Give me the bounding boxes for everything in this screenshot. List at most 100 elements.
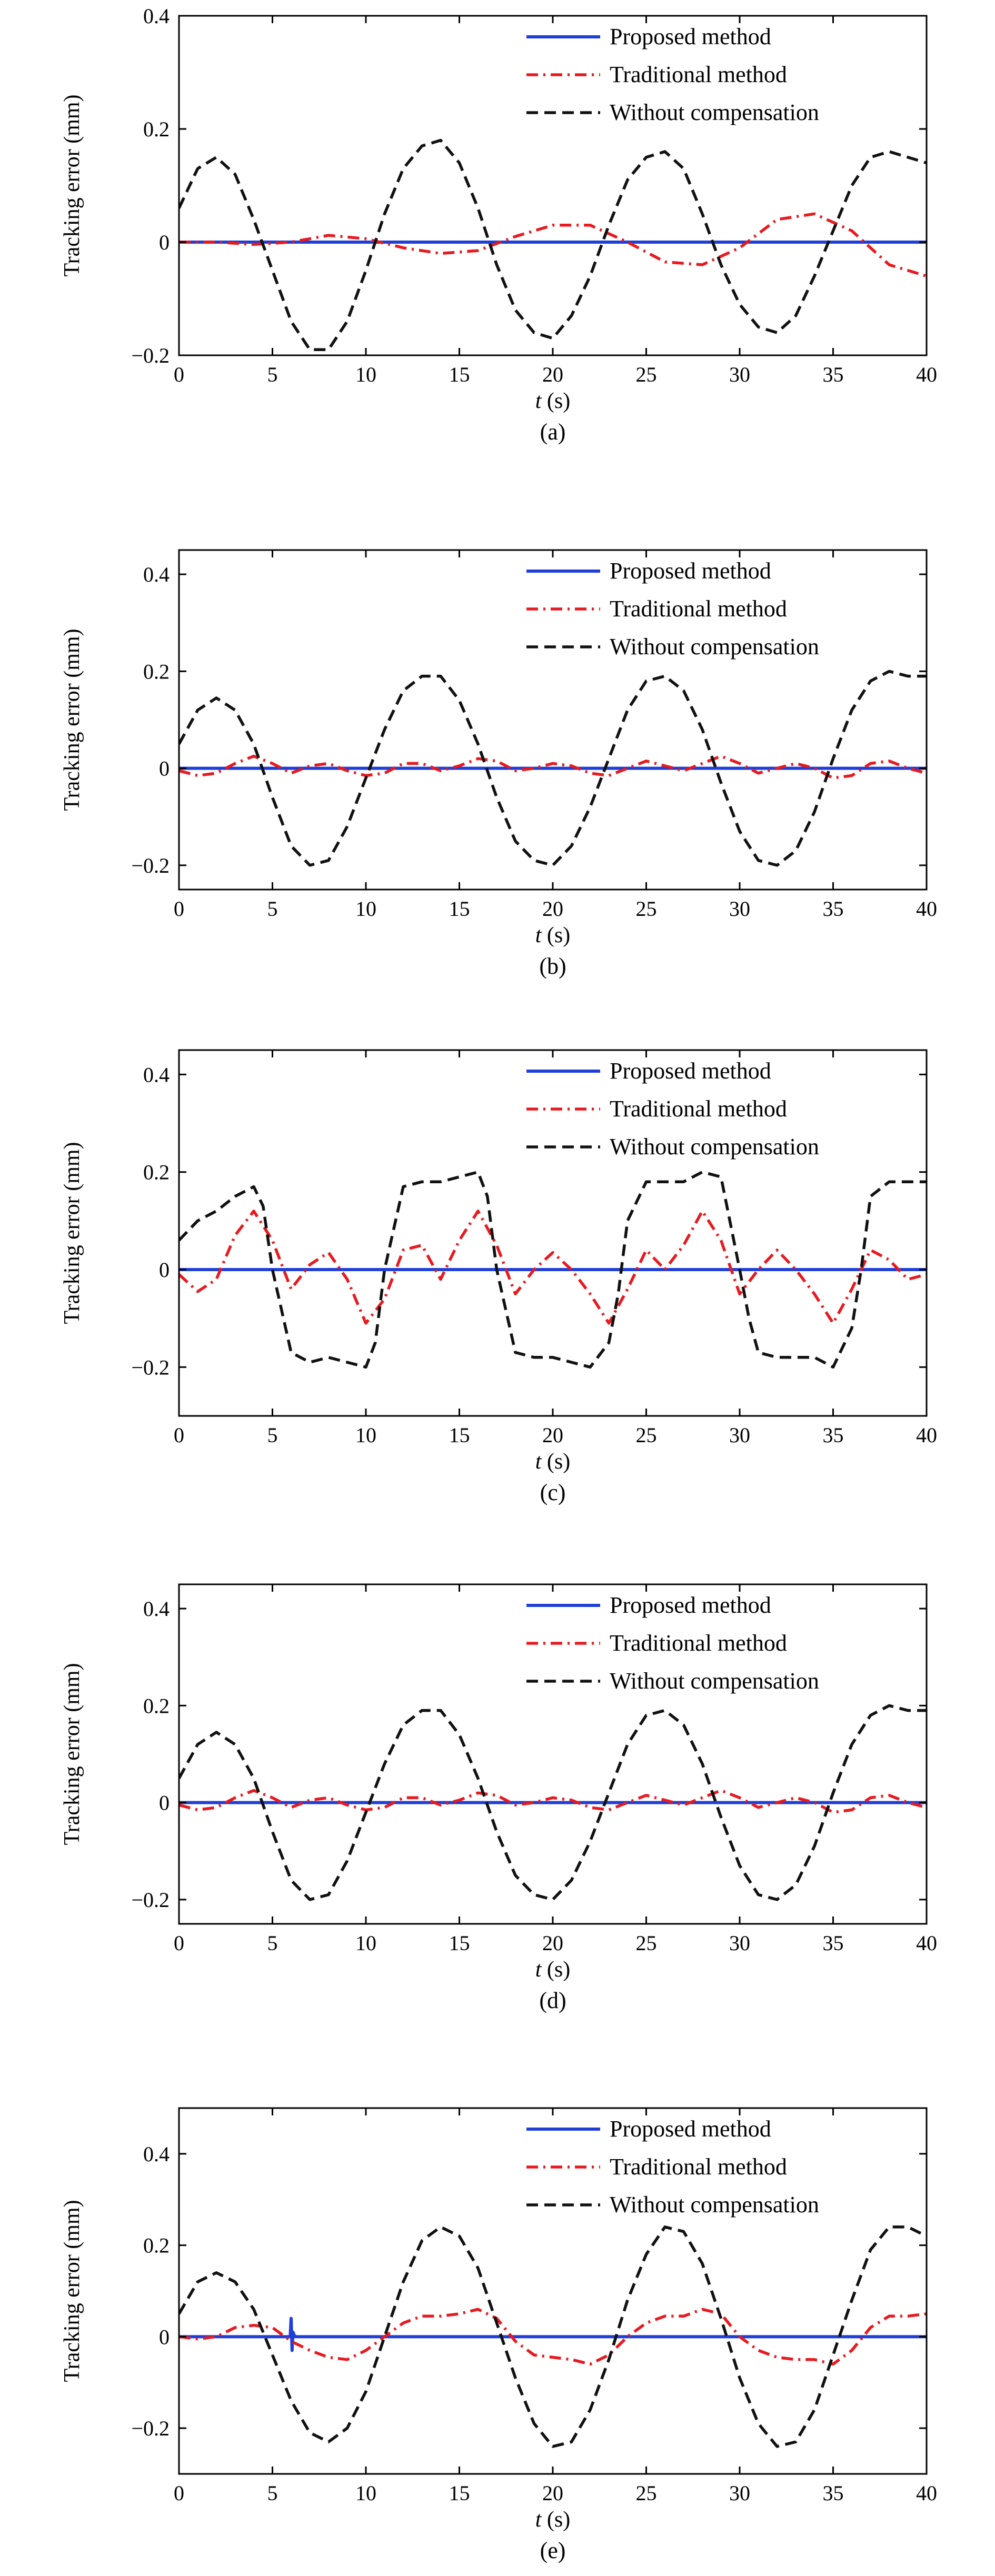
panel-caption: (b) (539, 953, 566, 979)
chart-panel-2: 0 5 10 15 20 25 30 35 40−0.200.20.4t (s)Tracking… (60, 549, 937, 979)
y-tick-label: −0.2 (131, 344, 170, 367)
chart-panel-1: 0 5 10 15 20 25 30 35 40−0.200.20.4t (s)Tracking… (60, 4, 937, 445)
x-axis-label-unit: (s) (541, 2508, 570, 2532)
series-line-2 (179, 754, 927, 780)
series-line-1 (179, 2317, 927, 2352)
x-axis-label: t (s) (535, 389, 571, 413)
x-tick-label: 30 (729, 2481, 750, 2505)
x-tick-label: 20 (542, 1931, 563, 1955)
axes-frame (178, 2107, 928, 2475)
x-axis-label: t (s) (535, 1958, 571, 1982)
axes-frame (178, 549, 928, 891)
legend-label: Without compensation (610, 1134, 819, 1160)
x-tick-label: 35 (823, 363, 844, 386)
y-tick-label: 0 (159, 231, 170, 254)
panel-caption: (d) (539, 1988, 566, 2013)
legend: Proposed method Traditional method Without… (526, 1592, 819, 1694)
y-tick-label: 0 (159, 1791, 170, 1815)
x-tick-label: 20 (542, 363, 563, 386)
x-tick-label: 35 (823, 897, 844, 921)
axes-frame (178, 15, 928, 356)
x-tick-label: 5 (267, 363, 278, 386)
chart-panel-5: 0 5 10 15 20 25 30 35 40 −0.2 0 0.2 0.4 t (s) Tracking… (60, 2107, 937, 2563)
y-tick-label: 0.2 (143, 1161, 170, 1184)
legend-label: Without compensation (610, 634, 819, 660)
x-axis-label-var: t (535, 1958, 542, 1982)
x-tick-label: 25 (636, 1931, 657, 1955)
panel-caption: (e) (540, 2538, 566, 2563)
legend: Proposed method Traditional method Without… (526, 2116, 819, 2218)
x-axis-label-var: t (535, 923, 542, 947)
x-tick-label: 25 (636, 363, 657, 386)
legend-label: Without compensation (610, 2192, 819, 2218)
x-tick-label: 10 (355, 2481, 376, 2505)
x-tick-label: 5 (267, 1931, 278, 1955)
chart-panel-4: 0 5 10 15 20 25 30 35 40−0.200.20.4t (s)Tracking… (60, 1583, 937, 2013)
x-tick-label: 10 (355, 363, 376, 386)
x-tick-label: 35 (823, 1931, 844, 1955)
x-tick-label: 15 (449, 2481, 470, 2505)
axes-frame (178, 1049, 928, 1417)
y-tick-label: 0.4 (143, 2142, 170, 2166)
x-tick-label: 30 (729, 1931, 750, 1955)
x-axis-label-var: t (535, 389, 542, 413)
x-axis-label-unit: (s) (541, 1450, 570, 1474)
y-tick-label: 0.4 (143, 4, 170, 28)
x-tick-label: 40 (916, 2481, 937, 2505)
x-tick-label: 20 (542, 2481, 563, 2505)
series-line-3 (179, 1170, 927, 1369)
x-axis-label: t (s) (535, 2508, 571, 2532)
x-tick-label: 15 (449, 1423, 470, 1447)
x-axis-label-unit: (s) (541, 1958, 570, 1982)
y-tick-label: 0.2 (143, 1694, 170, 1718)
y-tick-label: −0.2 (131, 1355, 170, 1379)
x-tick-label: 30 (729, 897, 750, 921)
legend-label: Proposed method (610, 2116, 771, 2142)
panel-caption: (c) (540, 1480, 566, 1505)
y-tick-label: 0 (159, 2325, 170, 2349)
legend: Proposed method Traditional method Without… (526, 558, 819, 660)
legend-label: Traditional method (610, 1096, 787, 1122)
y-tick-label: 0 (159, 1258, 170, 1282)
x-tick-label: 40 (916, 897, 937, 921)
legend-label: Proposed method (610, 558, 771, 584)
y-axis-label: Tracking error (mm) (60, 2200, 84, 2382)
chart-panel-3: 0 5 10 15 20 25 30 35 40 −0.2 0 0.2 0.4 t (s) Tracking… (60, 1049, 937, 1505)
x-tick-label: 25 (636, 1423, 657, 1447)
y-axis-label: Tracking error (mm) (60, 1142, 84, 1324)
y-tick-label: −0.2 (131, 2417, 170, 2440)
x-tick-label: 15 (449, 1931, 470, 1955)
legend: Proposed method Traditional method Without… (526, 24, 819, 125)
x-tick-label: 40 (916, 1423, 937, 1447)
x-tick-label: 0 (174, 1423, 184, 1447)
x-axis-label-var: t (535, 2508, 542, 2532)
x-tick-label: 0 (174, 363, 184, 386)
x-tick-label: 10 (355, 1423, 376, 1447)
y-tick-label: 0.4 (143, 563, 170, 586)
legend-label: Traditional method (610, 596, 787, 622)
y-axis-label: Tracking error (mm) (60, 94, 84, 276)
x-tick-label: 40 (916, 1931, 937, 1955)
x-tick-label: 10 (355, 1931, 376, 1955)
x-tick-label: 20 (542, 897, 563, 921)
x-tick-label: 15 (449, 363, 470, 386)
x-axis-label-var: t (535, 1450, 542, 1474)
x-tick-label: 25 (636, 2481, 657, 2505)
x-axis-label: t (s) (535, 1450, 571, 1474)
series-line-2 (179, 212, 927, 278)
x-tick-label: 5 (267, 1423, 278, 1447)
legend: Proposed method Traditional method Without… (526, 1058, 819, 1160)
series-line-3 (179, 1704, 927, 1901)
series-line-2 (179, 1210, 927, 1325)
series-line-3 (179, 138, 927, 352)
y-tick-label: −0.2 (131, 854, 170, 877)
legend-label: Traditional method (610, 1630, 787, 1656)
legend-label: Without compensation (610, 1668, 819, 1694)
panel-caption: (a) (540, 419, 566, 445)
legend-label: Without compensation (610, 99, 819, 125)
y-tick-label: −0.2 (131, 1888, 170, 1912)
x-tick-label: 0 (174, 2481, 184, 2505)
y-tick-label: 0.2 (143, 2234, 170, 2258)
legend-label: Proposed method (610, 1058, 771, 1084)
